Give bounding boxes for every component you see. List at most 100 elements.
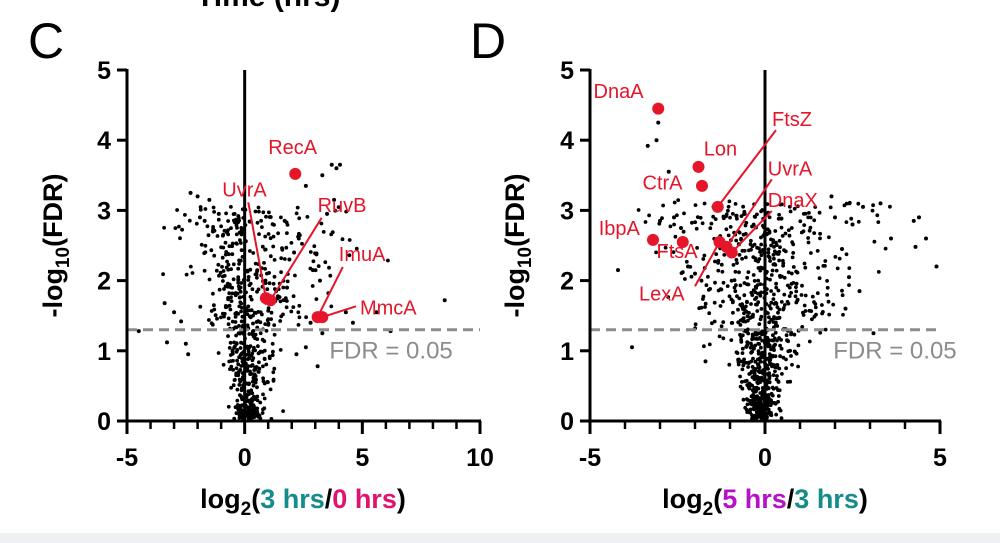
outlier-point [350, 320, 355, 325]
x-tick-label: 10 [466, 444, 494, 472]
gene-point [226, 296, 231, 300]
fdr-threshold-label: FDR = 0.05 [833, 338, 956, 365]
gene-point [802, 261, 807, 266]
gene-point [755, 394, 759, 399]
x-axis-label-part: / [787, 484, 795, 514]
gene-point [747, 386, 752, 391]
gene-point [254, 377, 258, 382]
gene-point [746, 331, 751, 336]
gene-point [827, 312, 832, 317]
gene-point [230, 252, 235, 257]
gene-point [226, 334, 230, 338]
gene-point [753, 359, 758, 364]
gene-point [751, 395, 756, 399]
gene-point [253, 209, 258, 214]
gene-point [757, 322, 762, 326]
outlier-point [179, 319, 184, 324]
outlier-point [183, 341, 188, 346]
gene-point [794, 289, 799, 294]
gene-point [754, 295, 759, 300]
gene-point [354, 246, 359, 251]
gene-point [870, 208, 875, 213]
gene-point [272, 323, 277, 327]
gene-point [791, 265, 796, 269]
gene-point [771, 333, 775, 338]
gene-point [221, 279, 225, 283]
gene-point [700, 221, 705, 226]
gene-point [788, 209, 793, 214]
gene-point [754, 332, 759, 337]
gene-point [279, 215, 283, 220]
gene-label-leader-line [716, 129, 777, 208]
gene-point [255, 289, 259, 294]
gene-point [729, 338, 734, 342]
gene-point [738, 302, 743, 307]
gene-point [305, 215, 310, 219]
gene-point [216, 351, 221, 355]
gene-point [264, 328, 269, 333]
gene-point [820, 303, 824, 307]
gene-point [264, 362, 269, 367]
gene-point [844, 220, 849, 225]
gene-point [246, 278, 251, 282]
y-axis-label-subscript: 10 [53, 247, 74, 268]
gene-point [786, 283, 790, 288]
gene-point [778, 245, 782, 250]
gene-point [734, 213, 738, 218]
x-tick-label: -5 [116, 444, 138, 472]
gene-point [256, 370, 261, 374]
gene-point [732, 285, 737, 290]
gene-point [768, 277, 772, 282]
highlighted-gene-point [316, 311, 329, 324]
gene-point [311, 259, 316, 264]
gene-point [344, 209, 349, 214]
y-tick-label: 2 [97, 268, 111, 296]
gene-point [207, 277, 212, 282]
gene-point [842, 203, 847, 208]
gene-point [291, 305, 296, 309]
gene-label-leader-line [725, 178, 773, 248]
gene-point [707, 311, 712, 316]
gene-point [636, 208, 641, 212]
gene-point [703, 301, 708, 306]
gene-point [684, 259, 689, 264]
gene-point [285, 299, 289, 303]
gene-point [266, 380, 270, 385]
gene-point [276, 294, 280, 298]
gene-point [749, 350, 753, 355]
outlier-point [315, 364, 320, 369]
gene-point [261, 364, 265, 369]
gene-point [776, 379, 781, 384]
outlier-point [911, 218, 916, 223]
gene-point [234, 241, 239, 246]
gene-point [266, 323, 271, 327]
gene-point [336, 205, 341, 210]
gene-point [219, 245, 224, 250]
gene-point [188, 264, 193, 269]
gene-point [282, 257, 287, 261]
gene-point [246, 275, 251, 279]
gene-point [713, 280, 717, 285]
gene-point [777, 316, 782, 320]
gene-point [813, 205, 818, 209]
highlighted-gene-point [713, 235, 726, 248]
gene-point [280, 247, 285, 252]
gene-point [217, 273, 221, 278]
gene-point [777, 239, 782, 243]
gene-point [737, 253, 742, 257]
gene-point [779, 346, 784, 351]
gene-point [742, 357, 746, 362]
gene-point [729, 321, 734, 325]
gene-point [693, 203, 698, 208]
gene-point [209, 248, 214, 253]
gene-point [694, 226, 699, 231]
gene-point [773, 369, 777, 374]
gene-point [749, 370, 753, 375]
gene-point [712, 319, 717, 324]
y-axis-label-part: (FDR) [500, 173, 530, 246]
y-tick-label: 5 [560, 57, 574, 85]
gene-point [207, 318, 211, 322]
gene-point [236, 280, 241, 285]
gene-point [251, 415, 256, 420]
gene-point [817, 210, 822, 215]
